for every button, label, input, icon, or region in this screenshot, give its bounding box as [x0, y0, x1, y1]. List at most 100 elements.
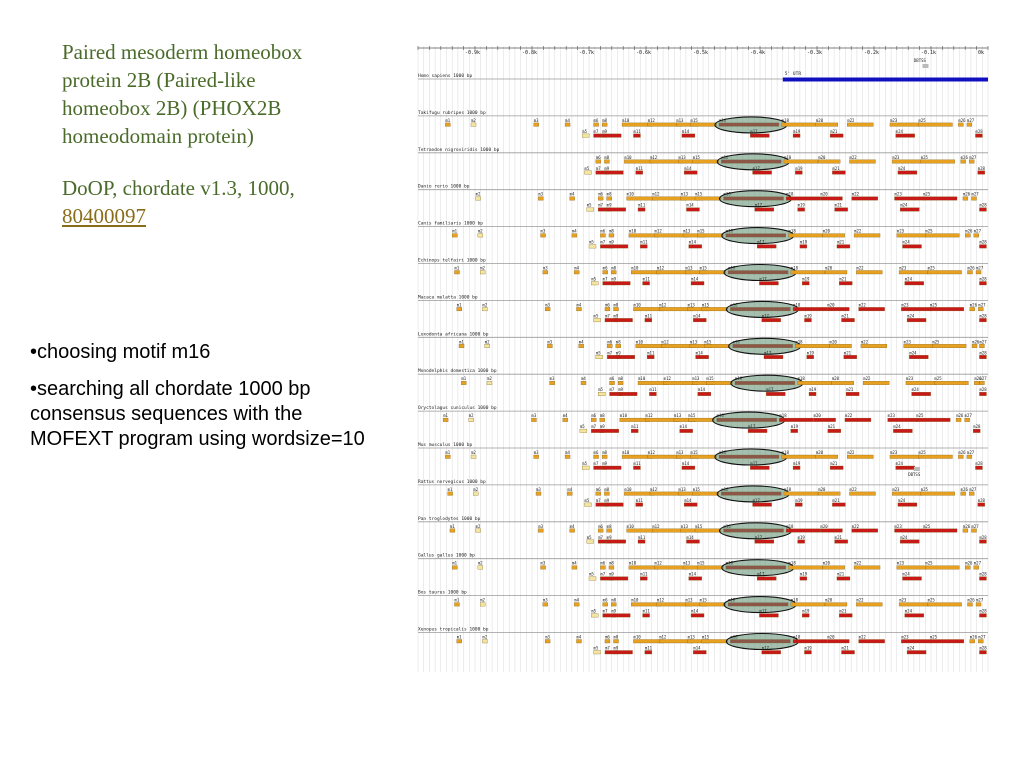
- species-label: Bos taurus 1000 bp: [418, 590, 467, 596]
- bullet-item: •choosing motif m16: [30, 341, 211, 363]
- bullet-list: •choosing motif m16 •searching all chord…: [30, 340, 390, 464]
- motif-box: [918, 122, 953, 127]
- motif-box: [445, 122, 451, 127]
- motif-label: m20: [823, 561, 831, 566]
- motif-box: [925, 233, 960, 238]
- motif-label: m19: [807, 350, 815, 355]
- motif-label: m18: [789, 229, 797, 234]
- motif-box: [761, 318, 781, 323]
- motif-label: m8: [609, 561, 614, 566]
- motif-label: m12: [655, 229, 663, 234]
- motif-box: [922, 196, 958, 201]
- motif-label: m5: [591, 277, 596, 282]
- motif-box: [894, 196, 925, 201]
- motif-box: [844, 417, 872, 422]
- motif-label: m12: [652, 524, 660, 529]
- motif-box: [637, 539, 646, 544]
- motif-box: [686, 539, 700, 544]
- motif-label: m7: [594, 461, 599, 466]
- motif-label: m18: [784, 487, 792, 492]
- motif-box: [542, 270, 548, 275]
- motif-box: [979, 392, 987, 396]
- motif-box: [958, 454, 964, 459]
- motif-box: [637, 207, 646, 212]
- motif-box: [600, 233, 606, 238]
- motif-box: [613, 650, 633, 655]
- tss-label: DBTSS: [914, 58, 927, 63]
- motif-box: [611, 281, 631, 286]
- motif-label: m22: [845, 413, 853, 418]
- motif-box: [902, 244, 922, 249]
- motif-label: m23: [888, 413, 896, 418]
- motif-label: m4: [576, 635, 581, 640]
- motif-label: m24: [907, 646, 915, 651]
- motif-label: m23: [892, 155, 900, 160]
- motif-box: [544, 307, 551, 312]
- motif-label: m19: [798, 203, 806, 208]
- motif-box: [615, 355, 635, 359]
- motif-box: [684, 170, 698, 175]
- motif-box: [482, 639, 488, 644]
- motif-box: [701, 307, 729, 312]
- motif-box: [964, 417, 970, 422]
- motif-box: [824, 270, 848, 275]
- motif-label: m18: [793, 635, 801, 640]
- motif-box: [604, 170, 624, 175]
- doop-cluster-link[interactable]: 80400097: [62, 204, 146, 228]
- motif-label: m27: [967, 118, 975, 123]
- motif-box: [531, 417, 537, 422]
- motif-box: [640, 576, 648, 581]
- motif-label: m18: [784, 155, 792, 160]
- motif-label: m18: [793, 302, 801, 307]
- motif-box: [597, 196, 604, 201]
- motif-label: m17: [759, 277, 767, 282]
- motif-box: [580, 381, 587, 385]
- species-label: Takifugu rubripes 1000 bp: [418, 110, 486, 116]
- motif-label: m19: [800, 572, 808, 577]
- motif-label: m22: [849, 155, 857, 160]
- motif-label: m2: [482, 635, 487, 640]
- motif-label: m3: [547, 339, 552, 344]
- motif-label: m28: [979, 572, 987, 577]
- motif-label: m23: [895, 192, 903, 197]
- motif-box: [960, 491, 966, 496]
- motif-label: m9: [611, 277, 616, 282]
- motif-box: [820, 528, 843, 533]
- motif-box: [606, 528, 612, 533]
- motif-box: [929, 307, 965, 312]
- motif-label: m27: [971, 524, 979, 529]
- motif-box: [692, 159, 719, 164]
- motif-box: [578, 344, 584, 348]
- motif-label: m3: [543, 598, 548, 603]
- motif-box: [815, 122, 839, 127]
- utr-bar: [782, 77, 988, 82]
- motif-box: [918, 454, 953, 459]
- motif-box: [966, 454, 973, 459]
- motif-label: m23: [890, 450, 898, 455]
- motif-box: [599, 428, 619, 433]
- motif-label: m2: [476, 192, 481, 197]
- motif-label: m11: [643, 609, 651, 614]
- motif-box: [962, 528, 969, 533]
- motif-label: m14: [684, 166, 692, 171]
- motif-box: [829, 133, 844, 138]
- motif-box: [904, 281, 924, 286]
- motif-label: m12: [648, 450, 656, 455]
- motif-label: m8: [614, 635, 619, 640]
- motif-label: m7: [610, 387, 615, 392]
- motif-label: m28: [975, 129, 983, 134]
- motif-box: [452, 565, 458, 570]
- motif-label: m5: [587, 203, 592, 208]
- motif-box: [547, 344, 553, 348]
- motif-label: m15: [702, 302, 710, 307]
- motif-label: m3: [531, 413, 536, 418]
- motif-label: m15: [695, 192, 703, 197]
- motif-label: m28: [979, 240, 987, 245]
- motif-label: m9: [602, 129, 607, 134]
- motif-label: m26: [970, 635, 978, 640]
- motif-box: [613, 639, 619, 644]
- motif-label: m7: [605, 646, 610, 651]
- motif-box: [607, 344, 613, 348]
- motif-label: m10: [631, 598, 639, 603]
- motif-label: m5: [582, 129, 587, 134]
